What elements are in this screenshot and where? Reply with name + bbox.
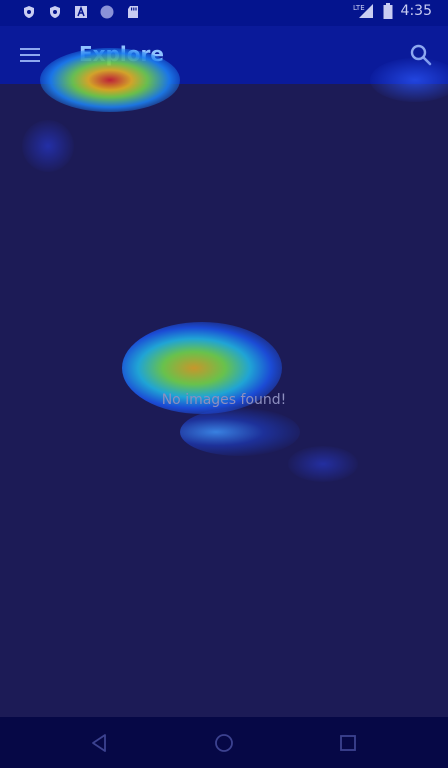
- navigation-bar: [0, 717, 448, 768]
- app-bar: Explore: [0, 26, 448, 84]
- heatmap-overlay: [22, 120, 74, 172]
- a-icon: [75, 5, 87, 18]
- status-notification-icons: [22, 5, 140, 19]
- signal-icon: LTE: [353, 4, 373, 18]
- back-icon[interactable]: [87, 730, 113, 756]
- heatmap-overlay: [180, 408, 300, 456]
- status-time: 4:35: [400, 3, 432, 19]
- search-icon[interactable]: [408, 42, 434, 68]
- hamburger-menu-icon: [20, 48, 40, 50]
- shield-icon: [24, 6, 34, 18]
- heatmap-overlay: [288, 446, 358, 482]
- network-type-label: LTE: [353, 4, 365, 12]
- battery-icon: [383, 3, 393, 19]
- shield-icon: [50, 6, 60, 18]
- page-title: Explore: [79, 42, 164, 66]
- hamburger-menu-icon: [20, 60, 40, 62]
- sd-card-icon: [128, 6, 138, 18]
- empty-state-message: No images found!: [161, 392, 287, 408]
- status-bar: LTE 4:35: [0, 0, 448, 26]
- hamburger-menu-icon: [20, 54, 40, 56]
- menu-button[interactable]: [18, 43, 42, 67]
- recents-icon[interactable]: [335, 730, 361, 756]
- status-system-icons: LTE 4:35: [353, 3, 432, 19]
- home-icon[interactable]: [211, 730, 237, 756]
- circle-icon: [100, 5, 114, 19]
